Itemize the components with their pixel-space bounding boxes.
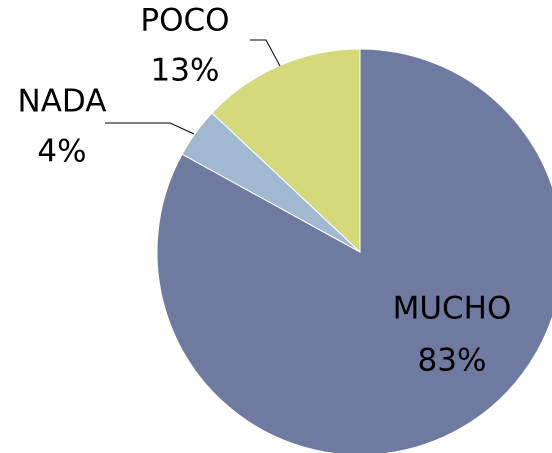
category-label: MUCHO: [393, 291, 512, 327]
value-label: 13%: [151, 53, 220, 89]
category-label: POCO: [140, 3, 229, 39]
value-label: 83%: [418, 343, 487, 379]
leader-line: [105, 122, 195, 135]
leader-line: [250, 39, 281, 67]
pie-slice: [156, 48, 552, 453]
value-label: 4%: [37, 134, 86, 170]
category-label: NADA: [18, 84, 107, 120]
